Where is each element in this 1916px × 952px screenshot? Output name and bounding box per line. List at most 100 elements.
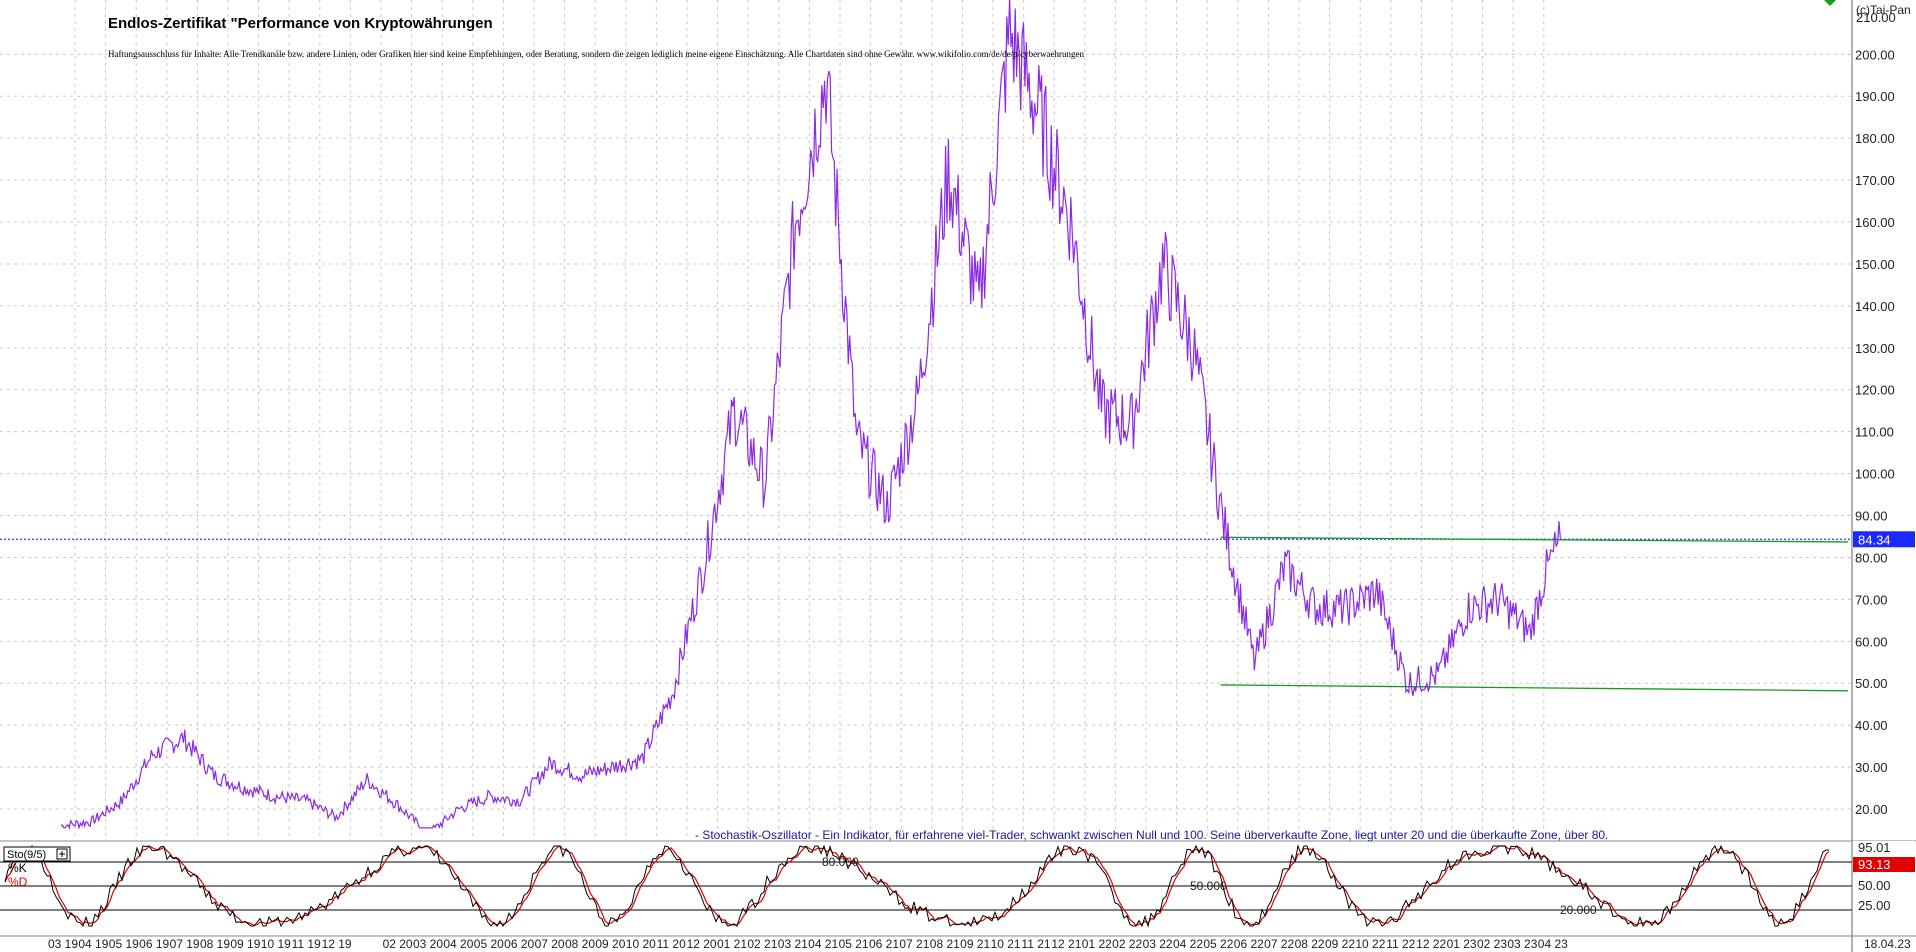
channel-lower-line	[1220, 684, 1849, 692]
x-tick-label: 07 20	[535, 937, 565, 951]
stochastic-level-label: 50.000	[1190, 879, 1227, 893]
price-series-line	[60, 0, 1561, 830]
chart-title: Endlos-Zertifikat "Performance von Krypt…	[108, 15, 493, 32]
k-last-label: 95.01	[1858, 840, 1891, 855]
y-tick-label: 20.00	[1855, 802, 1888, 817]
x-tick-label: 04 21	[808, 937, 838, 951]
x-tick-label: 12 20	[687, 937, 717, 951]
x-tick-label: 11 19	[292, 937, 321, 951]
disclaimer-text: Haftungsausschluss für Inhalte: Alle Tre…	[108, 49, 1085, 59]
time-axis: 03 19 04 19 05 19 06 19 07 19 08 19 09 19 10 19…	[48, 937, 1911, 951]
grid	[0, 0, 1853, 952]
x-tick-label: 10 19	[261, 937, 291, 951]
stochastic-legend-label: Sto(9/5)	[7, 849, 46, 861]
x-tick-label: 03 20	[413, 937, 443, 951]
x-tick-label: 03 19	[48, 937, 78, 951]
x-tick-label: 10 20	[626, 937, 656, 951]
price-axis: 20.00 30.00 40.00 50.00 60.00 70.00 80.00 90.00…	[1853, 47, 1915, 817]
x-tick-label: 09 22	[1325, 937, 1355, 951]
stochastic-panel: 20.00050.00080.00025.0050.0075.00Sto(9/5…	[0, 840, 1916, 937]
last-value-badge	[1853, 531, 1915, 548]
y-tick-label: 90.00	[1855, 509, 1888, 524]
x-tick-label: 06 22	[1234, 937, 1264, 951]
y-tick-label: 70.00	[1855, 592, 1888, 607]
x-tick-label: 01 22	[1082, 937, 1112, 951]
stochastic-level-label: 20.000	[1560, 903, 1597, 917]
y-tick-label: 60.00	[1855, 634, 1888, 649]
plus-icon	[59, 851, 65, 857]
last-value-label: 84.34	[1858, 532, 1891, 547]
x-tick-label: 05 20	[474, 937, 504, 951]
x-tick-label: 08 21	[930, 937, 960, 951]
x-tick-label: 04 20	[443, 937, 473, 951]
x-tick-label: 11 22	[1386, 937, 1415, 951]
d-legend-label: %D	[8, 875, 28, 889]
stochastic-legend-box[interactable]	[3, 846, 71, 862]
x-tick-label: 08 20	[565, 937, 595, 951]
x-tick-label: 09 19	[230, 937, 260, 951]
x-tick-label: 09 21	[960, 937, 990, 951]
y-tick-label: 200.00	[1855, 47, 1895, 62]
stochastic-note: - Stochastik-Oszillator - Ein Indikator,…	[695, 828, 1608, 842]
y-tick-label: 160.00	[1855, 215, 1895, 230]
x-tick-label: 11 21	[1021, 937, 1050, 951]
x-tick-label: 08 22	[1295, 937, 1325, 951]
x-tick-label: 04 22	[1173, 937, 1203, 951]
x-tick-label: 07 22	[1264, 937, 1294, 951]
d-last-label: 93.13	[1858, 857, 1891, 872]
x-tick-label: 12 22	[1416, 937, 1446, 951]
y-tick-label-top: 210.00	[1856, 10, 1896, 25]
x-tick-label: 03 23	[1507, 937, 1537, 951]
y-tick-label: 180.00	[1855, 131, 1895, 146]
x-tick-label: 05 19	[109, 937, 139, 951]
x-tick-label: 07 21	[899, 937, 929, 951]
y-tick-label: 100.00	[1855, 467, 1895, 482]
k-last-badge	[1853, 841, 1915, 855]
x-tick-label: 05 21	[839, 937, 869, 951]
trend-channel	[1220, 536, 1849, 692]
x-tick-label: 04 23	[1538, 937, 1568, 951]
y-tick-label: 50.00	[1855, 676, 1888, 691]
k-legend-label: %K	[8, 861, 27, 875]
x-tick-label: 02 21	[747, 937, 777, 951]
x-tick-label: 01 21	[717, 937, 747, 951]
price-line	[60, 0, 1561, 830]
x-tick-label: 08 19	[200, 937, 230, 951]
y-tick-label: 190.00	[1855, 89, 1895, 104]
x-tick-label: 05 22	[1203, 937, 1233, 951]
x-tick-label: 07 19	[170, 937, 200, 951]
x-tick-label: 03 21	[778, 937, 808, 951]
x-tick-label: 12 21	[1051, 937, 1081, 951]
stochastic-y-tick: 50.00	[1858, 878, 1891, 893]
x-end-date-label: 18.04.23	[1864, 937, 1911, 951]
marker-icon	[1824, 0, 1836, 6]
x-tick-label: 04 19	[78, 937, 108, 951]
x-tick-label: 10 22	[1355, 937, 1385, 951]
x-tick-label: 03 22	[1143, 937, 1173, 951]
x-tick-label: 01 23	[1447, 937, 1477, 951]
x-tick-label: 09 20	[595, 937, 625, 951]
y-tick-label: 30.00	[1855, 760, 1888, 775]
x-tick-label: 02 20	[383, 937, 413, 951]
y-tick-label: 130.00	[1855, 341, 1895, 356]
x-tick-label: 12 19	[322, 937, 352, 951]
stochastic-k-line	[4, 844, 1830, 928]
y-tick-label: 140.00	[1855, 299, 1895, 314]
y-tick-label: 150.00	[1855, 257, 1895, 272]
x-tick-label: 10 21	[991, 937, 1021, 951]
y-tick-label: 80.00	[1855, 550, 1888, 565]
x-tick-label: 02 23	[1477, 937, 1507, 951]
y-tick-label: 120.00	[1855, 383, 1895, 398]
y-tick-label: 110.00	[1855, 425, 1894, 440]
x-tick-label: 06 20	[504, 937, 534, 951]
x-tick-label: 06 21	[869, 937, 899, 951]
y-tick-label: 170.00	[1855, 173, 1895, 188]
x-tick-label: 06 19	[139, 937, 169, 951]
x-tick-label: 02 22	[1112, 937, 1142, 951]
stochastic-y-tick: 25.00	[1858, 898, 1891, 913]
d-last-badge	[1853, 857, 1915, 872]
copyright-label: (c)Tai-Pan	[1856, 3, 1911, 17]
stochastic-d-line	[4, 845, 1830, 927]
x-tick-label: 11 20	[657, 937, 686, 951]
